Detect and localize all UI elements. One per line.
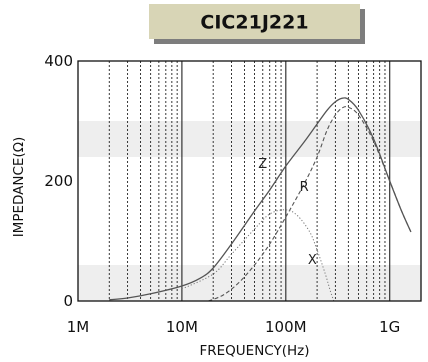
- x-axis-label: FREQUENCY(Hz): [199, 343, 309, 359]
- x-tick-label-3: 1G: [379, 318, 400, 336]
- curve-z: [109, 97, 412, 301]
- y-tick-label-2: 400: [44, 52, 73, 70]
- plot-background-bands: [78, 121, 421, 301]
- data-curves: [109, 97, 412, 302]
- y-tick-labels: 0 200 400: [44, 52, 73, 310]
- x-tick-labels: 1M 10M 100M 1G: [67, 318, 401, 336]
- y-tick-label-0: 0: [63, 292, 73, 310]
- curve-r: [208, 105, 412, 302]
- grid-band-1: [78, 265, 421, 301]
- chart-title: CIC21J221: [200, 12, 308, 34]
- curve-x: [181, 209, 335, 302]
- x-tick-label-2: 100M: [265, 318, 307, 336]
- plot-frame: [77, 60, 422, 302]
- curve-label-r: R: [300, 180, 309, 195]
- y-tick-label-1: 200: [44, 172, 73, 190]
- title-box: [149, 4, 360, 39]
- curve-label-z: Z: [258, 157, 267, 172]
- x-tick-label-0: 1M: [67, 318, 90, 336]
- y-axis-label: IMPEDANCE(Ω): [11, 137, 27, 238]
- curve-label-x: X: [308, 253, 317, 268]
- x-tick-label-1: 10M: [166, 318, 198, 336]
- grid-band-0: [78, 121, 421, 157]
- title-block: CIC21J221: [149, 4, 365, 44]
- curve-labels: Z R X: [258, 157, 317, 268]
